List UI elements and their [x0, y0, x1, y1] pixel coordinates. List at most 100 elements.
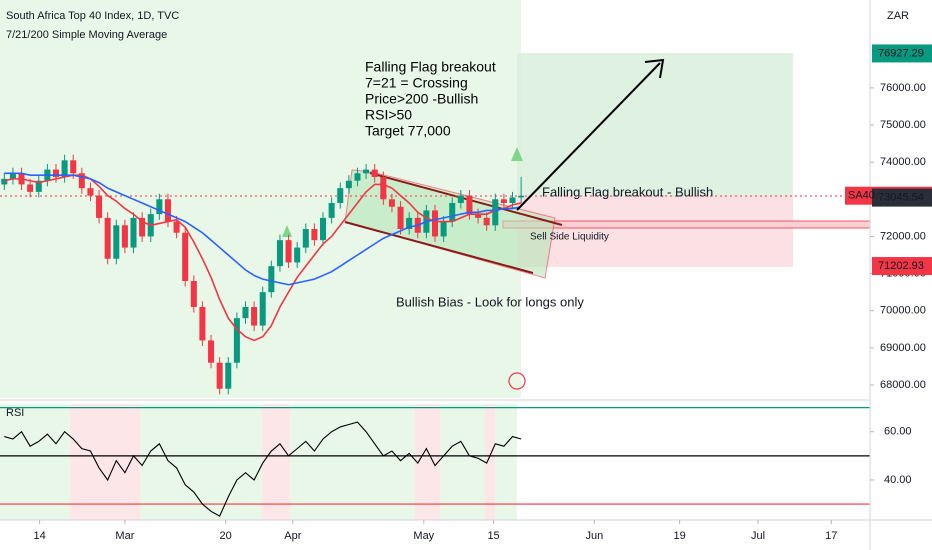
- candle-body: [225, 362, 232, 389]
- rsi-tick-label: 60.00: [884, 426, 912, 438]
- candle-body: [173, 221, 180, 233]
- candle-body: [354, 173, 361, 181]
- y-tick-label: 70000.00: [880, 305, 926, 317]
- candle-body: [35, 180, 42, 192]
- candle-body: [466, 195, 473, 215]
- candle-body: [328, 203, 335, 218]
- currency: ZAR: [887, 10, 909, 22]
- x-tick-label: 15: [487, 530, 499, 542]
- candle-body: [27, 184, 34, 192]
- rsi-pane: [0, 407, 870, 517]
- subtitle: 7/21/200 Simple Moving Average: [6, 29, 167, 41]
- candle-body: [164, 199, 171, 222]
- sma-line: [4, 172, 522, 286]
- rsi-title: RSI: [6, 407, 24, 419]
- candle-body: [302, 229, 309, 248]
- price-label-box: [872, 188, 932, 207]
- candle-body: [52, 169, 60, 178]
- x-tick-label: Apr: [284, 530, 301, 542]
- annotation: 7=21 = Crossing: [365, 75, 468, 91]
- candle-body: [345, 180, 352, 189]
- candle-body: [457, 195, 464, 204]
- candle-body: [96, 195, 103, 218]
- candle-body: [233, 318, 240, 363]
- rsi-weak-zone: [262, 404, 290, 520]
- price-label-box: [872, 257, 932, 276]
- y-tick-label: 72000.00: [880, 230, 926, 242]
- plot: [1, 154, 525, 395]
- signal-up: [282, 225, 292, 237]
- candle-body: [311, 229, 318, 241]
- x-tick-label: 20: [220, 530, 232, 542]
- candle-body: [500, 199, 507, 204]
- candle-body: [199, 307, 206, 341]
- flag-lower: [344, 221, 534, 274]
- target-arrow: [516, 62, 661, 211]
- candle-body: [285, 240, 292, 263]
- candle-body: [9, 173, 16, 179]
- candle-body: [130, 217, 137, 248]
- candle-body: [208, 340, 215, 363]
- price-label: 73045.54: [878, 192, 924, 204]
- candle-body: [449, 203, 456, 222]
- rsi-line: [4, 421, 522, 517]
- candle-body: [483, 217, 490, 226]
- y-tick-label: 74000.00: [880, 156, 926, 168]
- candle-body: [156, 199, 163, 215]
- y-tick-label: 68000.00: [880, 379, 926, 391]
- candle-body: [388, 199, 395, 207]
- x-tick-label: Mar: [115, 530, 134, 542]
- candle-body: [397, 206, 404, 230]
- candle-body: [276, 240, 283, 267]
- candle-body: [87, 188, 94, 196]
- candle-body: [380, 177, 387, 200]
- candle-body: [216, 362, 223, 389]
- stop-box: [517, 196, 793, 267]
- candle-body: [363, 169, 370, 174]
- annotation: Target 77,000: [365, 123, 451, 139]
- annotation: Price>200 -Bullish: [365, 91, 478, 107]
- flag-upper: [369, 172, 563, 226]
- candle-body: [337, 188, 344, 204]
- symbol-label: SA40: [848, 190, 875, 202]
- candle-body: [190, 281, 197, 308]
- candle-body: [242, 307, 249, 319]
- candle-body: [61, 160, 68, 178]
- price-label: 71202.93: [878, 260, 924, 272]
- liquidity-label: Sell Side Liquidity: [530, 232, 609, 243]
- rsi-weak-zone: [70, 404, 140, 520]
- candle-body: [294, 247, 301, 263]
- price-label: 76927.29: [878, 47, 924, 59]
- x-tick-label: 19: [674, 530, 686, 542]
- candle-body: [1, 178, 8, 185]
- candle-body: [268, 266, 275, 293]
- rsi-weak-zone: [485, 404, 495, 520]
- x-tick-label: 17: [825, 530, 837, 542]
- candle-body: [475, 214, 482, 218]
- candle-body: [440, 221, 447, 237]
- candle-body: [139, 217, 146, 237]
- annotation: RSI>50: [365, 107, 412, 123]
- annotation: Falling Flag breakout: [365, 59, 496, 75]
- arrow-head: [644, 58, 665, 79]
- event-icon[interactable]: [508, 372, 526, 390]
- symbol-box: [845, 186, 872, 205]
- rsi-tick-label: 40.00: [884, 474, 912, 486]
- candle-body: [371, 169, 378, 178]
- x-tick-label: Jul: [751, 530, 765, 542]
- candle-body: [121, 225, 128, 248]
- candle-body: [104, 217, 111, 259]
- x-tick-label: Jun: [585, 530, 603, 542]
- candle-body: [70, 160, 77, 174]
- candle-body: [518, 195, 525, 198]
- candle-body: [182, 232, 189, 282]
- breakout-label: Falling Flag breakout - Bullish: [542, 184, 713, 199]
- x-tick-label: May: [413, 530, 434, 542]
- y-tick-label: 69000.00: [880, 342, 926, 354]
- x-tick-label: 14: [33, 530, 45, 542]
- candle-body: [492, 199, 499, 226]
- y-tick-label: 75000.00: [880, 119, 926, 131]
- bias-label: Bullish Bias - Look for longs only: [396, 294, 584, 309]
- candle-body: [320, 217, 327, 241]
